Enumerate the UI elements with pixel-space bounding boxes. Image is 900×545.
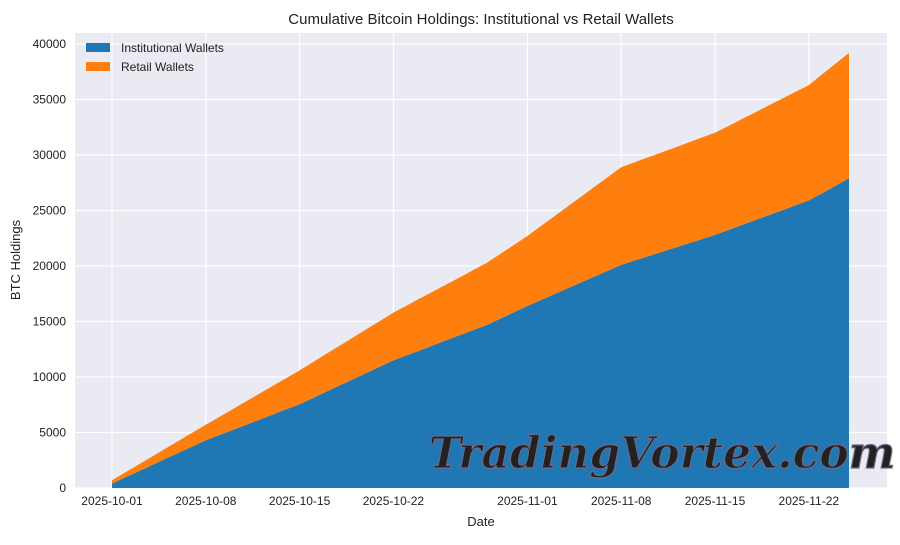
y-tick-labels: 0 5000 10000 15000 20000 25000 30000 35000 40000 bbox=[33, 37, 67, 495]
x-tick-label: 2025-10-01 bbox=[81, 494, 143, 508]
x-axis-label: Date bbox=[467, 514, 494, 529]
y-tick-label: 10000 bbox=[33, 370, 67, 384]
y-tick-label: 5000 bbox=[39, 426, 66, 440]
x-tick-label: 2025-10-08 bbox=[175, 494, 237, 508]
x-tick-labels: 2025-10-01 2025-10-08 2025-10-15 2025-10-22… bbox=[81, 494, 839, 508]
x-tick-label: 2025-10-15 bbox=[269, 494, 331, 508]
area-retail-wallets bbox=[112, 52, 849, 484]
legend-swatch bbox=[86, 43, 110, 52]
x-tick-label: 2025-10-22 bbox=[363, 494, 425, 508]
legend-label: Retail Wallets bbox=[121, 60, 194, 74]
y-tick-label: 40000 bbox=[33, 37, 67, 51]
y-tick-label: 0 bbox=[59, 481, 66, 495]
y-tick-label: 35000 bbox=[33, 93, 67, 107]
legend-swatch bbox=[86, 62, 110, 71]
y-tick-label: 25000 bbox=[33, 204, 67, 218]
legend: Institutional Wallets Retail Wallets bbox=[86, 41, 224, 74]
x-tick-label: 2025-11-08 bbox=[591, 494, 652, 508]
legend-label: Institutional Wallets bbox=[121, 41, 224, 55]
y-tick-label: 15000 bbox=[33, 315, 67, 329]
chart-title: Cumulative Bitcoin Holdings: Institution… bbox=[288, 11, 673, 28]
areas bbox=[112, 52, 849, 488]
x-tick-label: 2025-11-15 bbox=[685, 494, 746, 508]
x-tick-label: 2025-11-01 bbox=[497, 494, 558, 508]
y-axis-label: BTC Holdings bbox=[8, 219, 23, 300]
x-tick-label: 2025-11-22 bbox=[779, 494, 840, 508]
watermark-logo: TradingVortex.com bbox=[429, 428, 896, 479]
y-tick-label: 30000 bbox=[33, 148, 67, 162]
area-institutional-wallets bbox=[112, 178, 849, 488]
y-tick-label: 20000 bbox=[33, 259, 67, 273]
